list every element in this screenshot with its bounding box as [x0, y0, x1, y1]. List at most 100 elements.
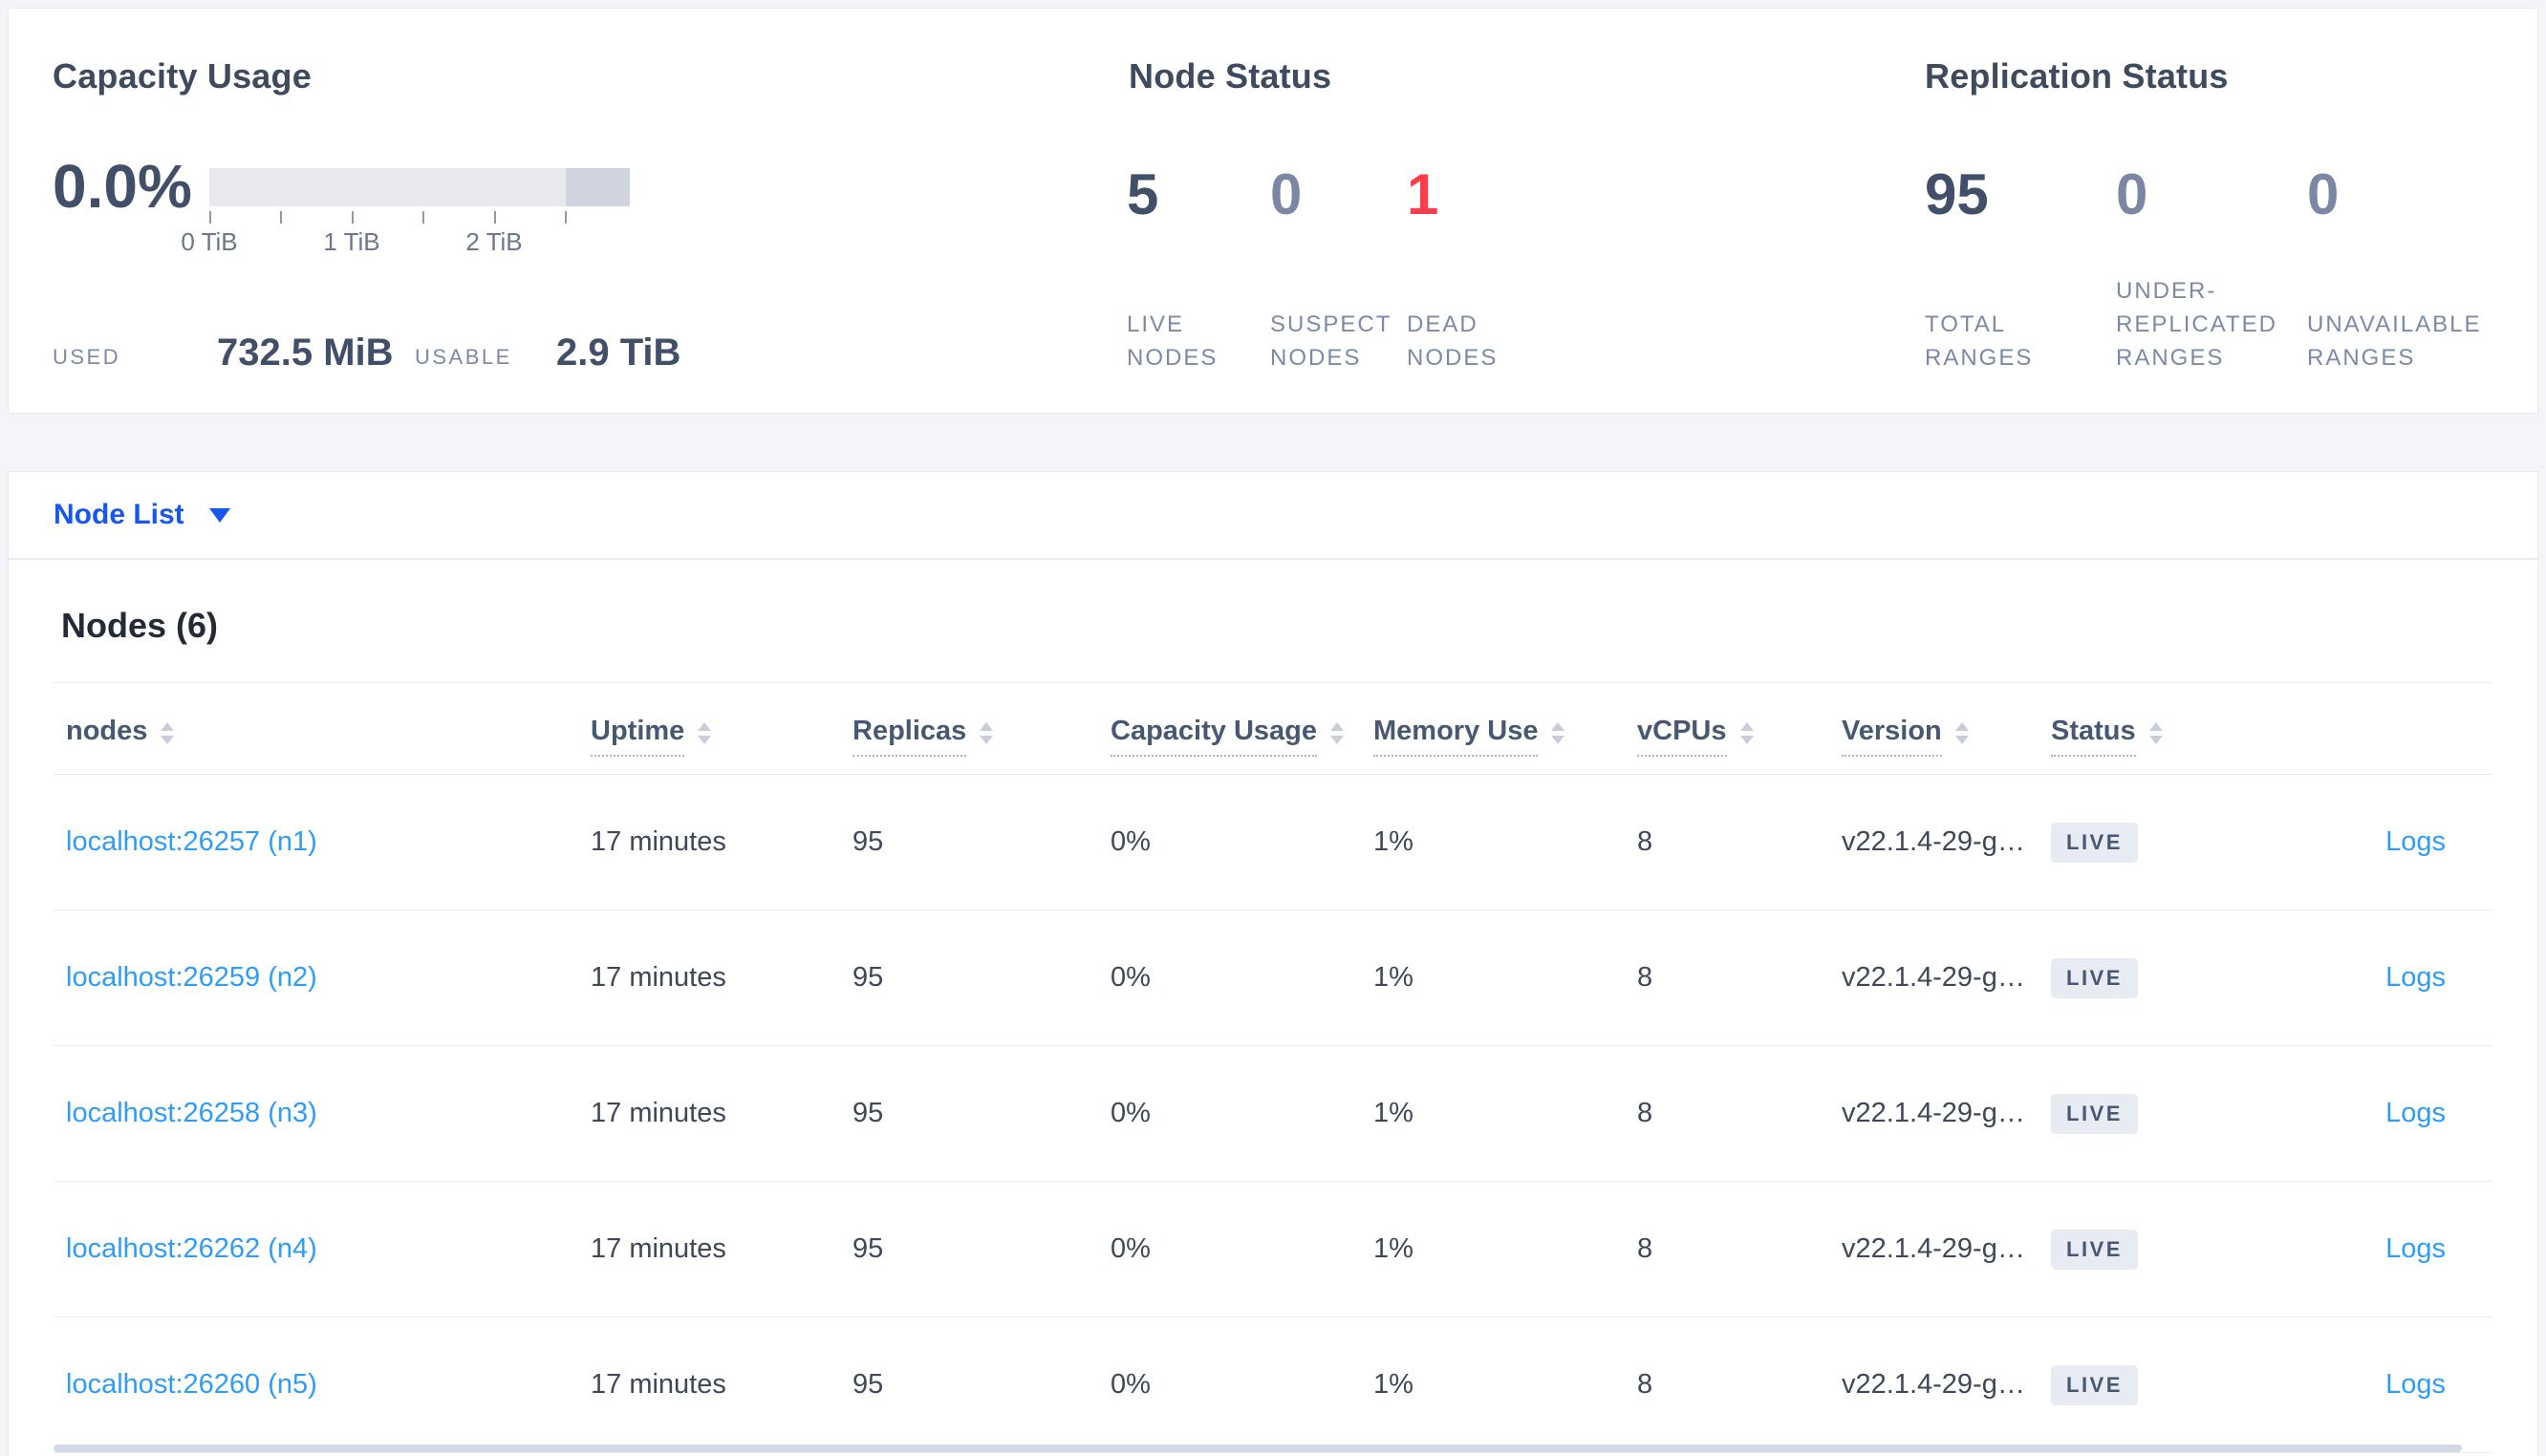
sort-icon[interactable] — [161, 722, 175, 744]
memory-cell: 1% — [1373, 1233, 1413, 1264]
logs-link[interactable]: Logs — [2385, 962, 2446, 993]
node-link[interactable]: localhost:26262 (n4) — [66, 1233, 317, 1264]
replicas-cell: 95 — [852, 826, 884, 857]
uptime-cell: 17 minutes — [591, 1369, 726, 1400]
capacity-cell: 0% — [1111, 1098, 1151, 1128]
vcpus-cell: 8 — [1637, 1098, 1653, 1128]
suspect-nodes-stat: 0 SUSPECT NODES — [1270, 166, 1407, 375]
vcpus-cell: 8 — [1637, 1233, 1653, 1264]
column-header-capacity-usage[interactable]: Capacity Usage — [1111, 703, 1373, 774]
axis-tick-label: 1 TiB — [323, 227, 380, 256]
under-replicated-ranges-label: UNDER-REPLICATED RANGES — [2116, 278, 2277, 371]
column-header-replicas[interactable]: Replicas — [852, 703, 1111, 774]
status-badge: LIVE — [2051, 1093, 2138, 1134]
axis-tick — [209, 211, 211, 224]
vcpus-cell: 8 — [1637, 1369, 1653, 1400]
column-header-version[interactable]: Version — [1842, 703, 2051, 774]
under-replicated-ranges-value: 0 — [2116, 162, 2148, 226]
horizontal-scrollbar[interactable] — [54, 1445, 2462, 1452]
memory-cell: 1% — [1373, 1098, 1413, 1128]
node-list-dropdown[interactable]: Node List — [54, 499, 184, 530]
node-status-title: Node Status — [1129, 56, 1332, 96]
status-badge: LIVE — [2051, 1364, 2138, 1405]
uptime-cell: 17 minutes — [591, 826, 726, 857]
logs-link[interactable]: Logs — [2385, 1369, 2446, 1400]
vcpus-cell: 8 — [1637, 962, 1653, 993]
column-header-nodes[interactable]: nodes — [66, 703, 591, 774]
suspect-nodes-label: SUSPECT NODES — [1270, 311, 1392, 371]
node-link[interactable]: localhost:26259 (n2) — [66, 962, 317, 993]
logs-link[interactable]: Logs — [2385, 1233, 2446, 1264]
table-row: localhost:26260 (n5) 17 minutes 95 0% 1%… — [54, 1317, 2492, 1453]
version-cell: v22.1.4-29-g… — [1842, 1369, 2025, 1400]
cluster-summary-panel: Capacity Usage 0.0% 0 TiB 1 TiB 2 TiB US… — [8, 8, 2538, 414]
used-label: USED — [53, 345, 121, 369]
axis-tick-label: 0 TiB — [181, 227, 238, 256]
sort-icon[interactable] — [698, 722, 712, 744]
replicas-cell: 95 — [852, 1233, 884, 1264]
logs-link[interactable]: Logs — [2385, 1098, 2446, 1128]
sort-icon[interactable] — [1551, 722, 1565, 744]
table-row: localhost:26258 (n3) 17 minutes 95 0% 1%… — [54, 1046, 2492, 1182]
dead-nodes-value: 1 — [1407, 162, 1439, 226]
axis-tick-label: 2 TiB — [465, 227, 523, 256]
axis-tick — [494, 211, 496, 224]
chevron-down-icon[interactable] — [208, 507, 230, 523]
memory-cell: 1% — [1373, 962, 1413, 993]
column-header-vcpus[interactable]: vCPUs — [1637, 703, 1842, 774]
sort-icon[interactable] — [2148, 722, 2163, 744]
unavailable-ranges-label: UNAVAILABLE RANGES — [2307, 311, 2482, 371]
version-cell: v22.1.4-29-g… — [1842, 1098, 2025, 1128]
suspect-nodes-value: 0 — [1270, 162, 1303, 226]
capacity-cell: 0% — [1111, 1233, 1151, 1264]
status-badge: LIVE — [2051, 822, 2138, 863]
capacity-usage-title: Capacity Usage — [53, 56, 312, 96]
version-cell: v22.1.4-29-g… — [1842, 826, 2025, 857]
column-header-status[interactable]: Status — [2051, 703, 2338, 774]
nodes-table-card: Nodes (6) nodes Uptime Replicas Capacity… — [8, 559, 2538, 1456]
status-badge: LIVE — [2051, 1229, 2138, 1270]
table-header-row: nodes Uptime Replicas Capacity Usage Mem… — [54, 703, 2492, 775]
version-cell: v22.1.4-29-g… — [1842, 1233, 2025, 1264]
axis-tick — [280, 211, 282, 224]
axis-tick — [352, 211, 354, 224]
replicas-cell: 95 — [852, 1098, 884, 1128]
live-nodes-value: 5 — [1127, 162, 1159, 226]
unavailable-ranges-stat: 0 UNAVAILABLE RANGES — [2307, 166, 2536, 375]
node-link[interactable]: localhost:26257 (n1) — [66, 826, 317, 857]
column-header-memory-use[interactable]: Memory Use — [1373, 703, 1637, 774]
total-ranges-label: TOTAL RANGES — [1925, 311, 2034, 371]
replication-status-stats: 95 TOTAL RANGES 0 UNDER-REPLICATED RANGE… — [1925, 166, 2536, 375]
usable-label: USABLE — [415, 345, 512, 369]
table-row: localhost:26262 (n4) 17 minutes 95 0% 1%… — [54, 1182, 2492, 1317]
node-link[interactable]: localhost:26258 (n3) — [66, 1098, 317, 1128]
table-body: localhost:26257 (n1) 17 minutes 95 0% 1%… — [9, 775, 2537, 1453]
uptime-cell: 17 minutes — [591, 962, 726, 993]
total-ranges-stat: 95 TOTAL RANGES — [1925, 166, 2116, 375]
memory-cell: 1% — [1373, 1369, 1413, 1400]
status-badge: LIVE — [2051, 957, 2138, 998]
usable-value: 2.9 TiB — [556, 332, 681, 374]
column-header-uptime[interactable]: Uptime — [591, 703, 852, 774]
sort-icon[interactable] — [1739, 722, 1754, 744]
axis-tick — [565, 211, 567, 224]
node-link[interactable]: localhost:26260 (n5) — [66, 1369, 317, 1400]
capacity-bar-track — [209, 168, 630, 206]
used-value: 732.5 MiB — [217, 332, 394, 374]
unavailable-ranges-value: 0 — [2307, 162, 2340, 226]
view-selector-bar: Node List — [8, 471, 2538, 559]
table-row: localhost:26259 (n2) 17 minutes 95 0% 1%… — [54, 910, 2492, 1046]
capacity-usage-bar: 0 TiB 1 TiB 2 TiB — [181, 168, 630, 256]
vcpus-cell: 8 — [1637, 826, 1653, 857]
logs-link[interactable]: Logs — [2385, 826, 2446, 857]
table-row: localhost:26257 (n1) 17 minutes 95 0% 1%… — [54, 775, 2492, 910]
capacity-cell: 0% — [1111, 962, 1151, 993]
sort-icon[interactable] — [980, 722, 994, 744]
dead-nodes-stat: 1 DEAD NODES — [1407, 166, 1617, 375]
sort-icon[interactable] — [1330, 722, 1344, 744]
live-nodes-label: LIVE NODES — [1127, 311, 1219, 371]
uptime-cell: 17 minutes — [591, 1098, 726, 1128]
under-replicated-ranges-stat: 0 UNDER-REPLICATED RANGES — [2116, 166, 2307, 375]
sort-icon[interactable] — [1954, 722, 1969, 744]
